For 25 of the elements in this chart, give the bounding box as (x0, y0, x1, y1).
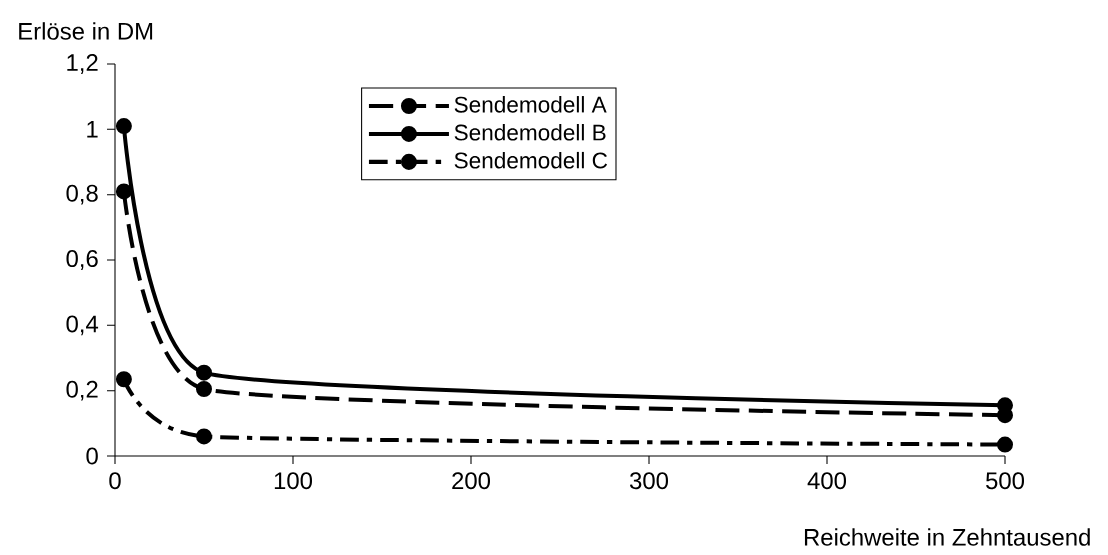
x-tick-label: 300 (629, 472, 669, 490)
y-tick-label: 0,2 (66, 380, 98, 401)
y-axis-title: Erlöse in DM (19, 22, 153, 40)
legend-label: Sendemodell B (454, 123, 606, 141)
point (196, 381, 212, 398)
legend-label: Sendemodell A (454, 96, 607, 113)
x-tick-label: 400 (807, 472, 847, 490)
point (115, 183, 132, 200)
y-tick-label: 0,8 (66, 184, 98, 205)
point (196, 428, 212, 445)
y-tick-label: 0,4 (66, 315, 99, 336)
x-axis-title: Reichweite in Zehntausend (804, 528, 1090, 546)
y-tick-label: 0,6 (66, 250, 98, 270)
point (115, 118, 132, 135)
point (115, 371, 132, 388)
x-tick-label: 500 (986, 472, 1025, 490)
legend-label: Sendemodell C (454, 151, 608, 169)
x-tick-label: 100 (274, 472, 313, 490)
y-tick-label: 0 (86, 447, 98, 465)
y-tick-label: 1 (87, 121, 98, 138)
y-tick-label: 1,2 (67, 54, 98, 74)
point (196, 364, 212, 381)
x-tick-label: 0 (109, 472, 121, 490)
point (997, 436, 1014, 453)
x-tick-label: 200 (452, 472, 491, 490)
